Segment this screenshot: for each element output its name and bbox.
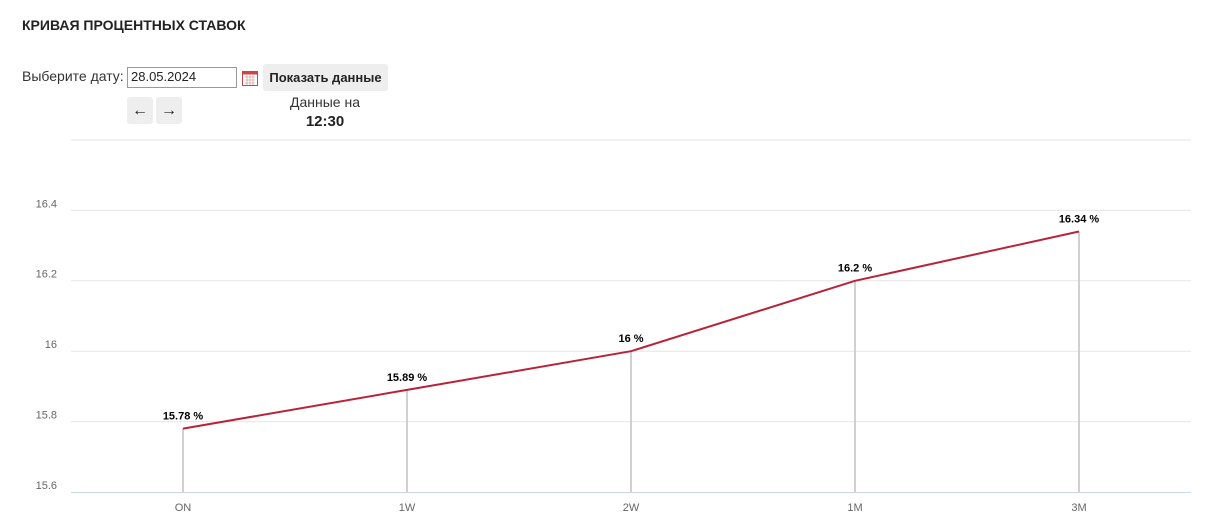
data-label: 15.78 % (163, 411, 204, 423)
prev-button[interactable]: ← (127, 97, 153, 124)
date-input[interactable]: 28.05.2024 (127, 67, 237, 88)
y-tick-label: 15.8 (36, 410, 57, 422)
y-tick-label: 16.2 (36, 269, 57, 281)
next-button[interactable]: → (156, 97, 182, 124)
y-tick-label: 16 (45, 339, 57, 351)
data-label: 16.2 % (838, 263, 872, 275)
x-tick-label: 1W (399, 502, 416, 514)
data-on-label: Данные на (290, 94, 360, 110)
page-title: КРИВАЯ ПРОЦЕНТНЫХ СТАВОК (22, 17, 246, 33)
data-label: 16 % (618, 333, 643, 345)
y-tick-label: 16.4 (36, 198, 57, 210)
x-tick-label: ON (175, 502, 192, 514)
x-tick-label: 2W (623, 502, 640, 514)
data-label: 15.89 % (387, 372, 428, 384)
line (182, 230, 1080, 430)
data-label: 16.34 % (1059, 213, 1100, 225)
x-tick-label: 1M (847, 502, 862, 514)
y-tick-label: 15.6 (36, 480, 57, 492)
date-label: Выберите дату: (22, 68, 124, 84)
data-time: 12:30 (305, 113, 345, 130)
calendar-icon[interactable] (242, 70, 258, 86)
x-tick-label: 3M (1071, 502, 1086, 514)
show-data-button[interactable]: Показать данные (263, 64, 388, 91)
